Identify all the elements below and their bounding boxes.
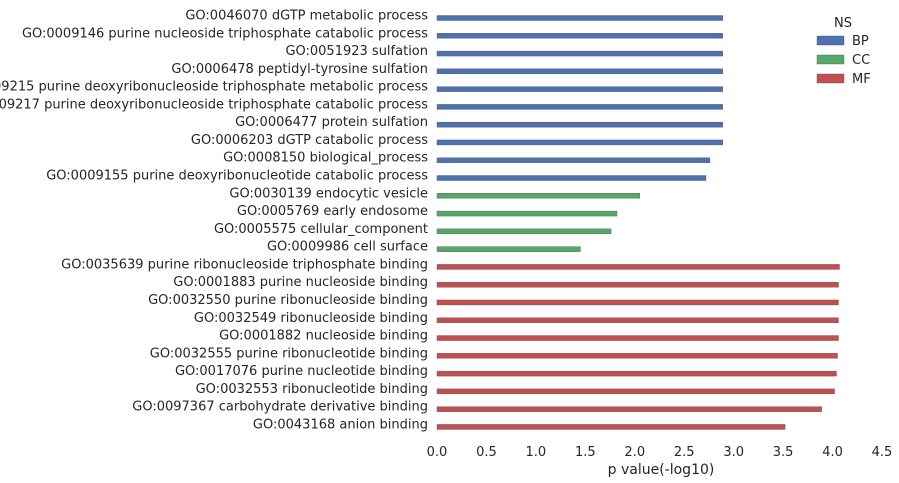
category-label: GO:0046070 dGTP metabolic process xyxy=(185,9,428,24)
category-label: GO:0001883 purine nucleoside binding xyxy=(173,275,428,290)
bar xyxy=(436,406,822,412)
bar xyxy=(436,282,839,288)
x-tick-label: 3.0 xyxy=(723,445,744,460)
category-label: GO:0005769 early endosome xyxy=(237,204,428,219)
category-label: GO:0006478 peptidyl-tyrosine sulfation xyxy=(171,62,428,77)
x-axis-ticks: 0.0 0.5 1.0 1.5 2.0 2.5 3.0 3.5 4.0 4.5 xyxy=(427,445,893,460)
category-label: GO:0030139 endocytic vesicle xyxy=(229,186,428,201)
bar xyxy=(436,50,723,57)
bar xyxy=(436,353,838,359)
x-tick-label: 4.5 xyxy=(872,445,893,460)
x-axis-label: p value(-log10) xyxy=(608,462,715,478)
x-tick-label: 0.5 xyxy=(476,445,497,460)
category-labels: GO:0046070 dGTP metabolic process GO:0009… xyxy=(0,9,428,433)
category-label: GO:0032553 ribonucleotide binding xyxy=(196,382,428,397)
legend-label: CC xyxy=(852,53,870,68)
category-label: GO:0009215 purine deoxyribonucleoside tr… xyxy=(0,80,428,95)
bars-layer xyxy=(436,15,840,430)
bar xyxy=(436,104,723,110)
category-label: GO:0017076 purine nucleotide binding xyxy=(175,364,428,379)
x-tick-label: 3.5 xyxy=(773,445,794,460)
category-label: GO:0035639 purine ribonucleoside triphos… xyxy=(61,257,428,272)
category-label: GO:0006477 protein sulfation xyxy=(235,115,428,130)
bar xyxy=(436,299,839,306)
bar xyxy=(436,121,723,128)
x-tick-label: 2.0 xyxy=(624,445,645,460)
bar xyxy=(436,139,723,146)
category-label: GO:0032555 purine ribonucleotide binding xyxy=(150,346,428,361)
x-tick-label: 2.5 xyxy=(674,445,695,460)
bar xyxy=(436,193,640,199)
x-tick-label: 1.0 xyxy=(526,445,547,460)
bar xyxy=(436,33,723,39)
legend-title: NS xyxy=(834,16,852,31)
legend-swatch xyxy=(816,54,845,65)
bar xyxy=(436,424,786,430)
bar xyxy=(436,335,839,341)
legend-swatch xyxy=(816,73,845,84)
category-label: GO:0005575 cellular_component xyxy=(214,222,428,237)
bar xyxy=(436,317,839,323)
category-label: GO:0032549 ribonucleoside binding xyxy=(194,311,428,326)
x-tick-label: 0.0 xyxy=(427,445,448,460)
bar xyxy=(436,388,835,395)
category-label: GO:0009217 purine deoxyribonucleoside tr… xyxy=(0,97,428,112)
category-label: GO:0001882 nucleoside binding xyxy=(219,329,428,344)
bar xyxy=(436,68,723,75)
category-label: GO:0043168 anion binding xyxy=(253,417,428,432)
bar xyxy=(436,228,612,235)
legend-label: MF xyxy=(852,72,871,87)
bar xyxy=(436,86,723,92)
bar xyxy=(436,210,618,217)
bar xyxy=(436,157,711,163)
bar xyxy=(436,15,723,21)
x-tick-label: 1.5 xyxy=(575,445,596,460)
bar xyxy=(436,370,837,377)
category-label: GO:0006203 dGTP catabolic process xyxy=(191,133,428,148)
x-tick-label: 4.0 xyxy=(822,445,843,460)
legend-label: BP xyxy=(852,34,869,49)
legend-swatch xyxy=(816,35,845,46)
bar xyxy=(436,175,707,181)
category-label: GO:0009986 cell surface xyxy=(267,240,428,255)
legend: NS BP CC MF xyxy=(816,16,871,87)
category-label: GO:0051923 sulfation xyxy=(285,44,428,59)
bar xyxy=(436,246,581,252)
bar xyxy=(436,264,840,270)
category-label: GO:0009155 purine deoxyribonucleotide ca… xyxy=(46,169,428,184)
category-label: GO:0008150 biological_process xyxy=(223,151,428,166)
category-label: GO:0032550 purine ribonucleoside binding xyxy=(148,293,428,308)
category-label: GO:0097367 carbohydrate derivative bindi… xyxy=(132,400,428,415)
category-label: GO:0009146 purine nucleoside triphosphat… xyxy=(22,26,428,41)
